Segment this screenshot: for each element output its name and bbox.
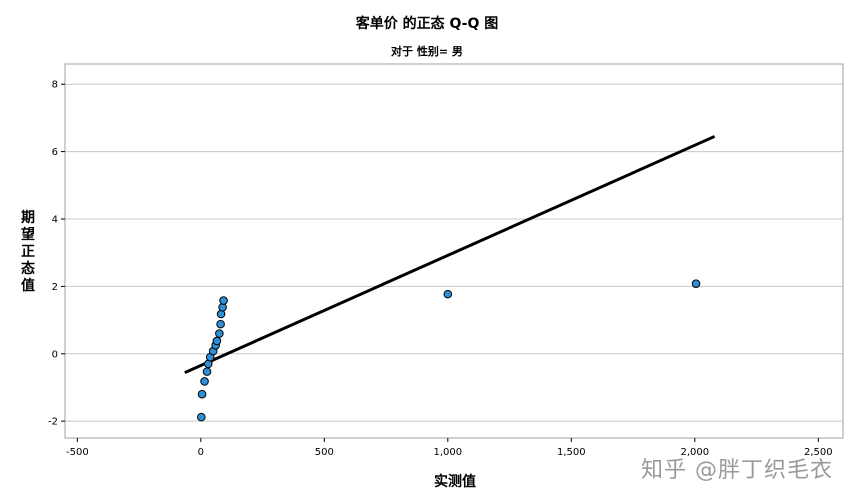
x-tick-label: 1,000	[434, 447, 463, 458]
data-point	[219, 296, 228, 305]
data-point	[443, 289, 453, 299]
y-axis-title: 期望正态值	[21, 210, 35, 294]
chart-subtitle: 对于 性别= 男	[391, 44, 463, 58]
x-tick-label: 500	[315, 447, 334, 458]
reference-line	[184, 135, 716, 375]
data-point	[212, 336, 222, 346]
y-tick-label: 4	[52, 214, 58, 225]
x-tick-label: 1,500	[557, 447, 586, 458]
x-tick-label: -500	[66, 447, 89, 458]
y-tick-label: 2	[52, 282, 58, 293]
data-point	[216, 319, 225, 329]
y-tick-label: -2	[48, 417, 58, 428]
y-tick-label: 8	[52, 80, 58, 91]
data-point	[691, 279, 701, 288]
grid-lines	[65, 83, 843, 422]
x-axis-title: 实测值	[434, 473, 476, 490]
y-axis: -2 0 2 4 6 8	[48, 80, 65, 428]
data-point	[202, 367, 212, 376]
data-point	[215, 329, 224, 338]
watermark: 知乎 @胖丁织毛衣	[641, 458, 833, 483]
y-tick-label: 0	[52, 349, 58, 360]
y-tick-label: 6	[52, 147, 58, 158]
x-axis: -500 0 500 1,000 1,500 2,000 2,500	[66, 438, 833, 458]
data-points	[197, 279, 701, 422]
data-point	[200, 377, 209, 386]
data-point	[197, 389, 207, 399]
x-tick-label: 2,000	[680, 447, 709, 458]
data-point	[197, 412, 206, 422]
plot-frame	[64, 63, 844, 439]
chart-title: 客单价 的正态 Q-Q 图	[355, 15, 499, 32]
x-tick-label: 2,500	[804, 447, 833, 458]
x-tick-label: 0	[198, 447, 204, 458]
